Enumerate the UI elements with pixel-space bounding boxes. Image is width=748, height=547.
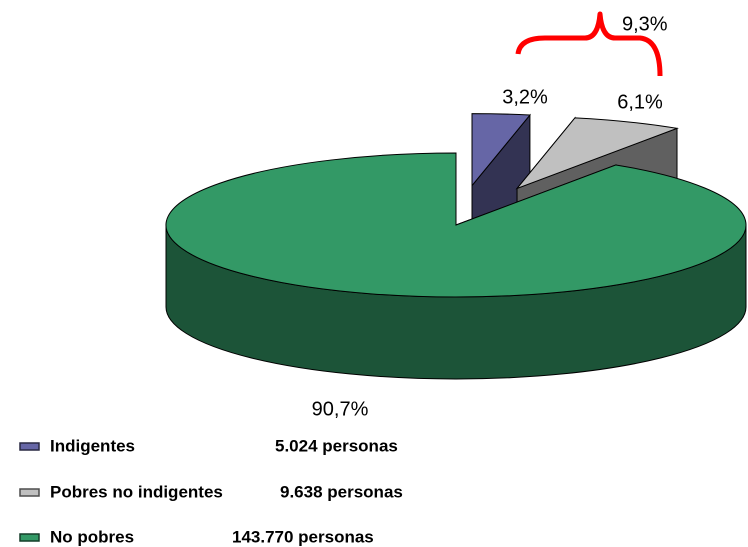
value-label: 3,2% xyxy=(502,86,548,108)
value-label: 6,1% xyxy=(617,91,663,113)
legend-label: Indigentes xyxy=(50,436,135,455)
legend-label: No pobres xyxy=(50,527,134,546)
legend-count: 5.024 personas xyxy=(275,436,398,455)
bracket xyxy=(515,11,663,77)
legend-count: 9.638 personas xyxy=(280,482,403,501)
legend-swatch xyxy=(19,488,40,497)
legend-label: Pobres no indigentes xyxy=(50,482,223,501)
slice xyxy=(515,117,679,190)
legend-swatch xyxy=(19,442,40,451)
slice xyxy=(165,152,747,298)
legend-count: 143.770 personas xyxy=(232,527,374,546)
legend-swatch xyxy=(19,533,40,542)
value-label: 90,7% xyxy=(312,398,369,420)
bracket-label: 9,3% xyxy=(622,13,668,35)
slice xyxy=(471,113,531,187)
